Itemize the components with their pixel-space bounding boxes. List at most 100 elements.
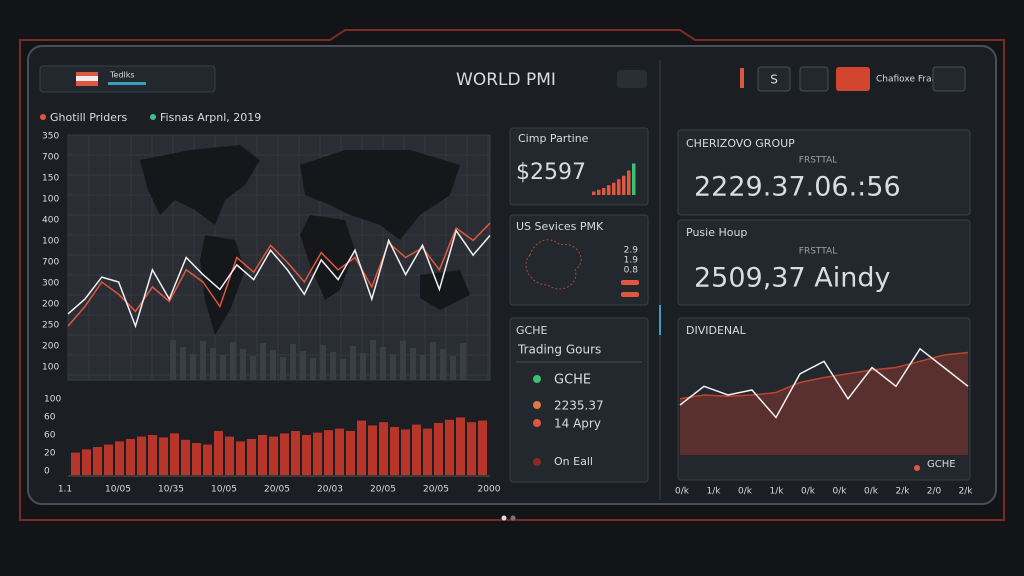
bar	[467, 422, 476, 475]
continent	[420, 270, 470, 310]
bar	[335, 428, 344, 475]
outer-frame	[19, 29, 1005, 521]
ghost-bar	[370, 340, 376, 380]
y-axis-label: 700	[42, 153, 59, 163]
bar	[115, 441, 124, 475]
toolbar-button[interactable]	[799, 66, 829, 92]
legend-dot	[40, 114, 46, 120]
pill	[621, 292, 639, 297]
card-stat: 0.8	[624, 266, 639, 276]
toolbar-button-active[interactable]	[836, 67, 870, 91]
mini-bars	[592, 163, 636, 195]
y-axis-label: 300	[42, 279, 59, 289]
card-subtitle: Trading Gours	[517, 343, 601, 357]
card-label: FRSTTAL	[799, 156, 837, 166]
legend-dot	[914, 465, 920, 471]
y-axis-label: 60	[44, 431, 56, 441]
card-title: Pusie Houp	[686, 226, 747, 239]
bar	[302, 435, 311, 475]
bar	[159, 437, 168, 475]
legend-label: GCHE	[927, 459, 956, 470]
ghost-bar	[230, 342, 236, 380]
y-axis-label: 350	[42, 132, 59, 142]
x-axis-label: 2000	[478, 485, 501, 495]
bar	[269, 436, 278, 475]
bar	[126, 439, 135, 475]
bar	[137, 436, 146, 475]
ghost-bar	[180, 347, 186, 380]
card-title: Cimp Partine	[518, 132, 589, 145]
ghost-bar	[310, 358, 316, 380]
volume-chart: 100 60 60 20 0 1.1 10/05 10/35 10/05 20/05 20/03 20…	[44, 395, 501, 495]
card-value: $2597	[516, 160, 586, 185]
bar	[104, 444, 113, 475]
ghost-bar	[220, 355, 226, 380]
bar	[456, 417, 465, 475]
map-chart: 350 700 150 100 400 100 700 300 200 250 200 100	[42, 132, 491, 380]
x-axis-label: 10/35	[158, 485, 184, 495]
x-axis-label: 2/k	[896, 487, 911, 497]
bar	[148, 435, 157, 475]
card	[509, 214, 649, 306]
x-axis-label: 10/05	[105, 485, 131, 495]
ghost-bar	[410, 348, 416, 380]
continent	[140, 145, 260, 225]
card	[677, 219, 971, 306]
ghost-bar	[420, 355, 426, 380]
bar	[357, 420, 366, 475]
bar	[313, 432, 322, 475]
card-title: GCHE	[516, 324, 547, 337]
toolbar-button[interactable]	[757, 66, 791, 92]
mini-bar	[632, 163, 636, 195]
y-axis-label: 60	[44, 413, 56, 423]
tag-bar	[108, 82, 146, 85]
item-dot	[533, 375, 541, 383]
ghost-bar	[440, 349, 446, 380]
card-stat: 2.9	[624, 246, 639, 256]
bar	[203, 444, 212, 475]
toolbar-button[interactable]	[932, 66, 966, 92]
y-axis-label: 250	[42, 321, 59, 331]
region-outline	[525, 239, 582, 290]
bar	[368, 425, 377, 475]
y-axis-label: 400	[42, 216, 59, 226]
bar	[445, 419, 454, 475]
y-axis-label: 20	[44, 449, 56, 459]
page-dot[interactable]	[501, 515, 507, 521]
y-axis-label: 100	[44, 395, 61, 405]
y-axis-label: 100	[42, 363, 59, 373]
card	[677, 317, 971, 481]
ghost-bar	[450, 356, 456, 380]
mini-bar	[612, 182, 616, 195]
y-axis-label: 700	[42, 258, 59, 268]
pill	[621, 280, 639, 285]
x-axis-label: 1/k	[707, 487, 722, 497]
bar	[71, 452, 80, 475]
continent	[300, 215, 355, 300]
bar	[192, 443, 201, 475]
mini-bar	[627, 170, 631, 195]
ghost-bar	[320, 345, 326, 380]
bar	[236, 441, 245, 475]
mini-bar	[617, 179, 621, 195]
ghost-bar	[170, 340, 176, 380]
x-axis-label: 0/k	[738, 487, 753, 497]
page-dot[interactable]	[510, 515, 516, 521]
bar	[258, 435, 267, 475]
card-title: CHERIZOVO GROUP	[686, 137, 795, 150]
item-label: 14 Apry	[554, 417, 601, 431]
header-title: WORLD PMI	[456, 70, 556, 90]
toolbar-marker	[740, 68, 744, 88]
ghost-bar	[380, 347, 386, 380]
bar	[401, 429, 410, 475]
x-axis-label: 20/05	[423, 485, 449, 495]
ghost-bar	[460, 343, 466, 380]
ghost-bar	[340, 359, 346, 380]
x-axis-label: 0/k	[675, 487, 690, 497]
bar	[291, 431, 300, 475]
area	[680, 352, 968, 455]
ghost-bar	[210, 348, 216, 380]
header-button[interactable]	[617, 70, 647, 88]
